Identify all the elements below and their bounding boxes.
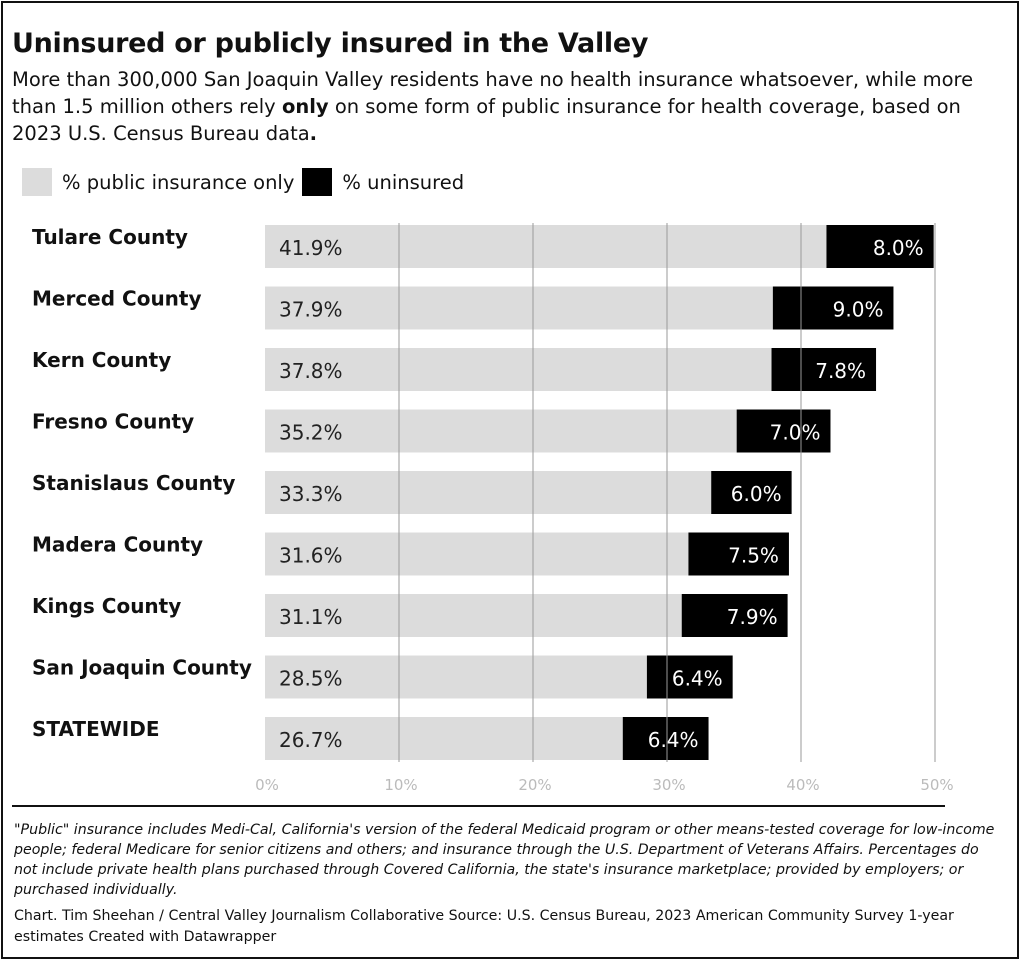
- bar-public-statewide: [265, 717, 623, 760]
- value-label-public-statewide: 26.7%: [279, 728, 343, 752]
- value-label-public-kings-county: 31.1%: [279, 605, 343, 629]
- x-tick-label-50: 50%: [920, 776, 953, 794]
- text-layer: Tulare County 41.9% 8.0% Merced County 37.9%…: [32, 225, 954, 794]
- chart-subtitle: More than 300,000 San Joaquin Valley res…: [12, 66, 997, 147]
- bar-uninsured-kern-county: [771, 348, 877, 391]
- bar-uninsured-tulare-county: [826, 225, 934, 268]
- subtitle-text-start: More than 300,000 San Joaquin Valley res…: [12, 68, 974, 118]
- value-label-uninsured-fresno-county: 7.0%: [770, 421, 821, 445]
- bar-public-stanislaus-county: [265, 471, 712, 514]
- row-label-tulare-county: Tulare County: [32, 225, 188, 249]
- value-label-public-san-joaquin-county: 28.5%: [279, 667, 343, 691]
- value-label-public-fresno-county: 35.2%: [279, 421, 343, 445]
- legend-item-public: % public insurance only: [22, 168, 294, 196]
- value-label-uninsured-stanislaus-county: 6.0%: [731, 482, 782, 506]
- subtitle-period: .: [309, 122, 318, 145]
- bar-uninsured-fresno-county: [736, 409, 831, 453]
- row-label-statewide: STATEWIDE: [32, 717, 160, 741]
- source-credit: Chart. Tim Sheehan / Central Valley Jour…: [14, 908, 954, 945]
- row-label-madera-county: Madera County: [32, 533, 203, 557]
- row-label-san-joaquin-county: San Joaquin County: [32, 656, 252, 680]
- bar-uninsured-stanislaus-county: [711, 471, 792, 514]
- legend-item-uninsured: % uninsured: [302, 168, 464, 196]
- value-label-public-madera-county: 31.6%: [279, 544, 343, 568]
- legend-label-public: % public insurance only: [62, 170, 295, 194]
- value-label-public-kern-county: 37.8%: [279, 359, 343, 383]
- legend-label-uninsured: % uninsured: [342, 170, 465, 194]
- row-label-kings-county: Kings County: [32, 594, 181, 618]
- legend-swatch-uninsured: [302, 168, 333, 196]
- legend: % public insurance only % uninsured: [22, 168, 472, 196]
- x-tick-label-30: 30%: [652, 776, 685, 794]
- value-label-uninsured-kern-county: 7.8%: [815, 359, 866, 383]
- bars-layer: [265, 225, 934, 760]
- value-label-uninsured-kings-county: 7.9%: [727, 605, 778, 629]
- footer-divider: [12, 805, 945, 807]
- bar-uninsured-madera-county: [688, 532, 789, 576]
- value-label-uninsured-statewide: 6.4%: [648, 728, 699, 752]
- bar-public-fresno-county: [265, 409, 737, 453]
- value-label-uninsured-tulare-county: 8.0%: [873, 236, 924, 260]
- bar-uninsured-kings-county: [681, 594, 788, 637]
- x-tick-label-40: 40%: [786, 776, 819, 794]
- x-tick-label-10: 10%: [384, 776, 417, 794]
- x-tick-label-20: 20%: [518, 776, 551, 794]
- value-label-uninsured-madera-county: 7.5%: [728, 544, 779, 568]
- subtitle-text-end: on some form of public insurance for hea…: [12, 95, 961, 145]
- value-label-public-tulare-county: 41.9%: [279, 236, 343, 260]
- stacked-bar-chart: Tulare County 41.9% 8.0% Merced County 37.9%…: [32, 223, 954, 794]
- grid-layer: [398, 223, 936, 762]
- row-label-stanislaus-county: Stanislaus County: [32, 471, 235, 495]
- value-label-public-merced-county: 37.9%: [279, 298, 343, 322]
- bar-uninsured-san-joaquin-county: [646, 655, 733, 699]
- bar-public-tulare-county: [265, 225, 827, 268]
- row-label-fresno-county: Fresno County: [32, 410, 194, 434]
- x-tick-label-0: 0%: [255, 776, 279, 794]
- legend-swatch-public: [22, 168, 52, 196]
- value-label-uninsured-merced-county: 9.0%: [833, 298, 884, 322]
- bar-public-merced-county: [265, 286, 773, 330]
- subtitle-emphasis: only: [281, 95, 329, 118]
- footnote: "Public" insurance includes Medi-Cal, Ca…: [14, 822, 995, 898]
- bar-public-madera-county: [265, 532, 689, 576]
- value-label-public-stanislaus-county: 33.3%: [279, 482, 343, 506]
- row-label-merced-county: Merced County: [32, 287, 202, 311]
- bar-uninsured-statewide: [622, 717, 709, 760]
- row-label-kern-county: Kern County: [32, 348, 171, 372]
- bar-public-san-joaquin-county: [265, 655, 647, 699]
- bar-uninsured-merced-county: [772, 286, 894, 330]
- value-label-uninsured-san-joaquin-county: 6.4%: [672, 667, 723, 691]
- bar-public-kings-county: [265, 594, 682, 637]
- bar-public-kern-county: [265, 348, 772, 391]
- chart-title: Uninsured or publicly insured in the Val…: [12, 28, 649, 59]
